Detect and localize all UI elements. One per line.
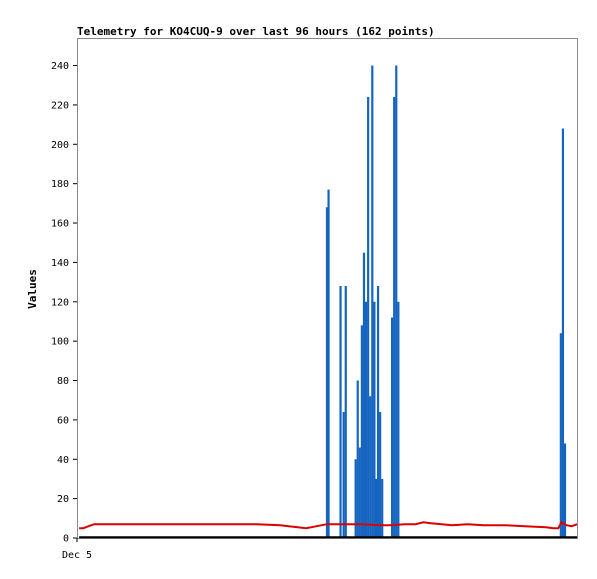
y-axis-label: Values: [26, 269, 39, 309]
y-tick-label: 200: [51, 140, 69, 151]
y-tick-label: 20: [57, 494, 69, 505]
chart-title: Telemetry for KO4CUQ-9 over last 96 hour…: [77, 25, 435, 38]
y-tick-label: 140: [51, 258, 69, 269]
y-axis: 0 20 40 60 80 100 120 140 160 180 200 220 240: [51, 61, 77, 545]
data-marks: [79, 65, 578, 539]
y-tick-label: 180: [51, 179, 69, 190]
y-tick-label: 60: [57, 415, 69, 426]
y-tick-label: 220: [51, 100, 69, 111]
x-tick-label: Dec 5: [62, 550, 92, 561]
x-axis: Dec 5: [62, 538, 92, 561]
y-tick-label: 240: [51, 61, 69, 72]
y-tick-label: 120: [51, 297, 69, 308]
y-tick-label: 0: [63, 534, 69, 545]
y-tick-label: 160: [51, 219, 69, 230]
y-tick-label: 100: [51, 337, 69, 348]
series-1-line: [79, 520, 578, 530]
y-tick-label: 40: [57, 455, 69, 466]
y-tick-label: 80: [57, 376, 69, 387]
